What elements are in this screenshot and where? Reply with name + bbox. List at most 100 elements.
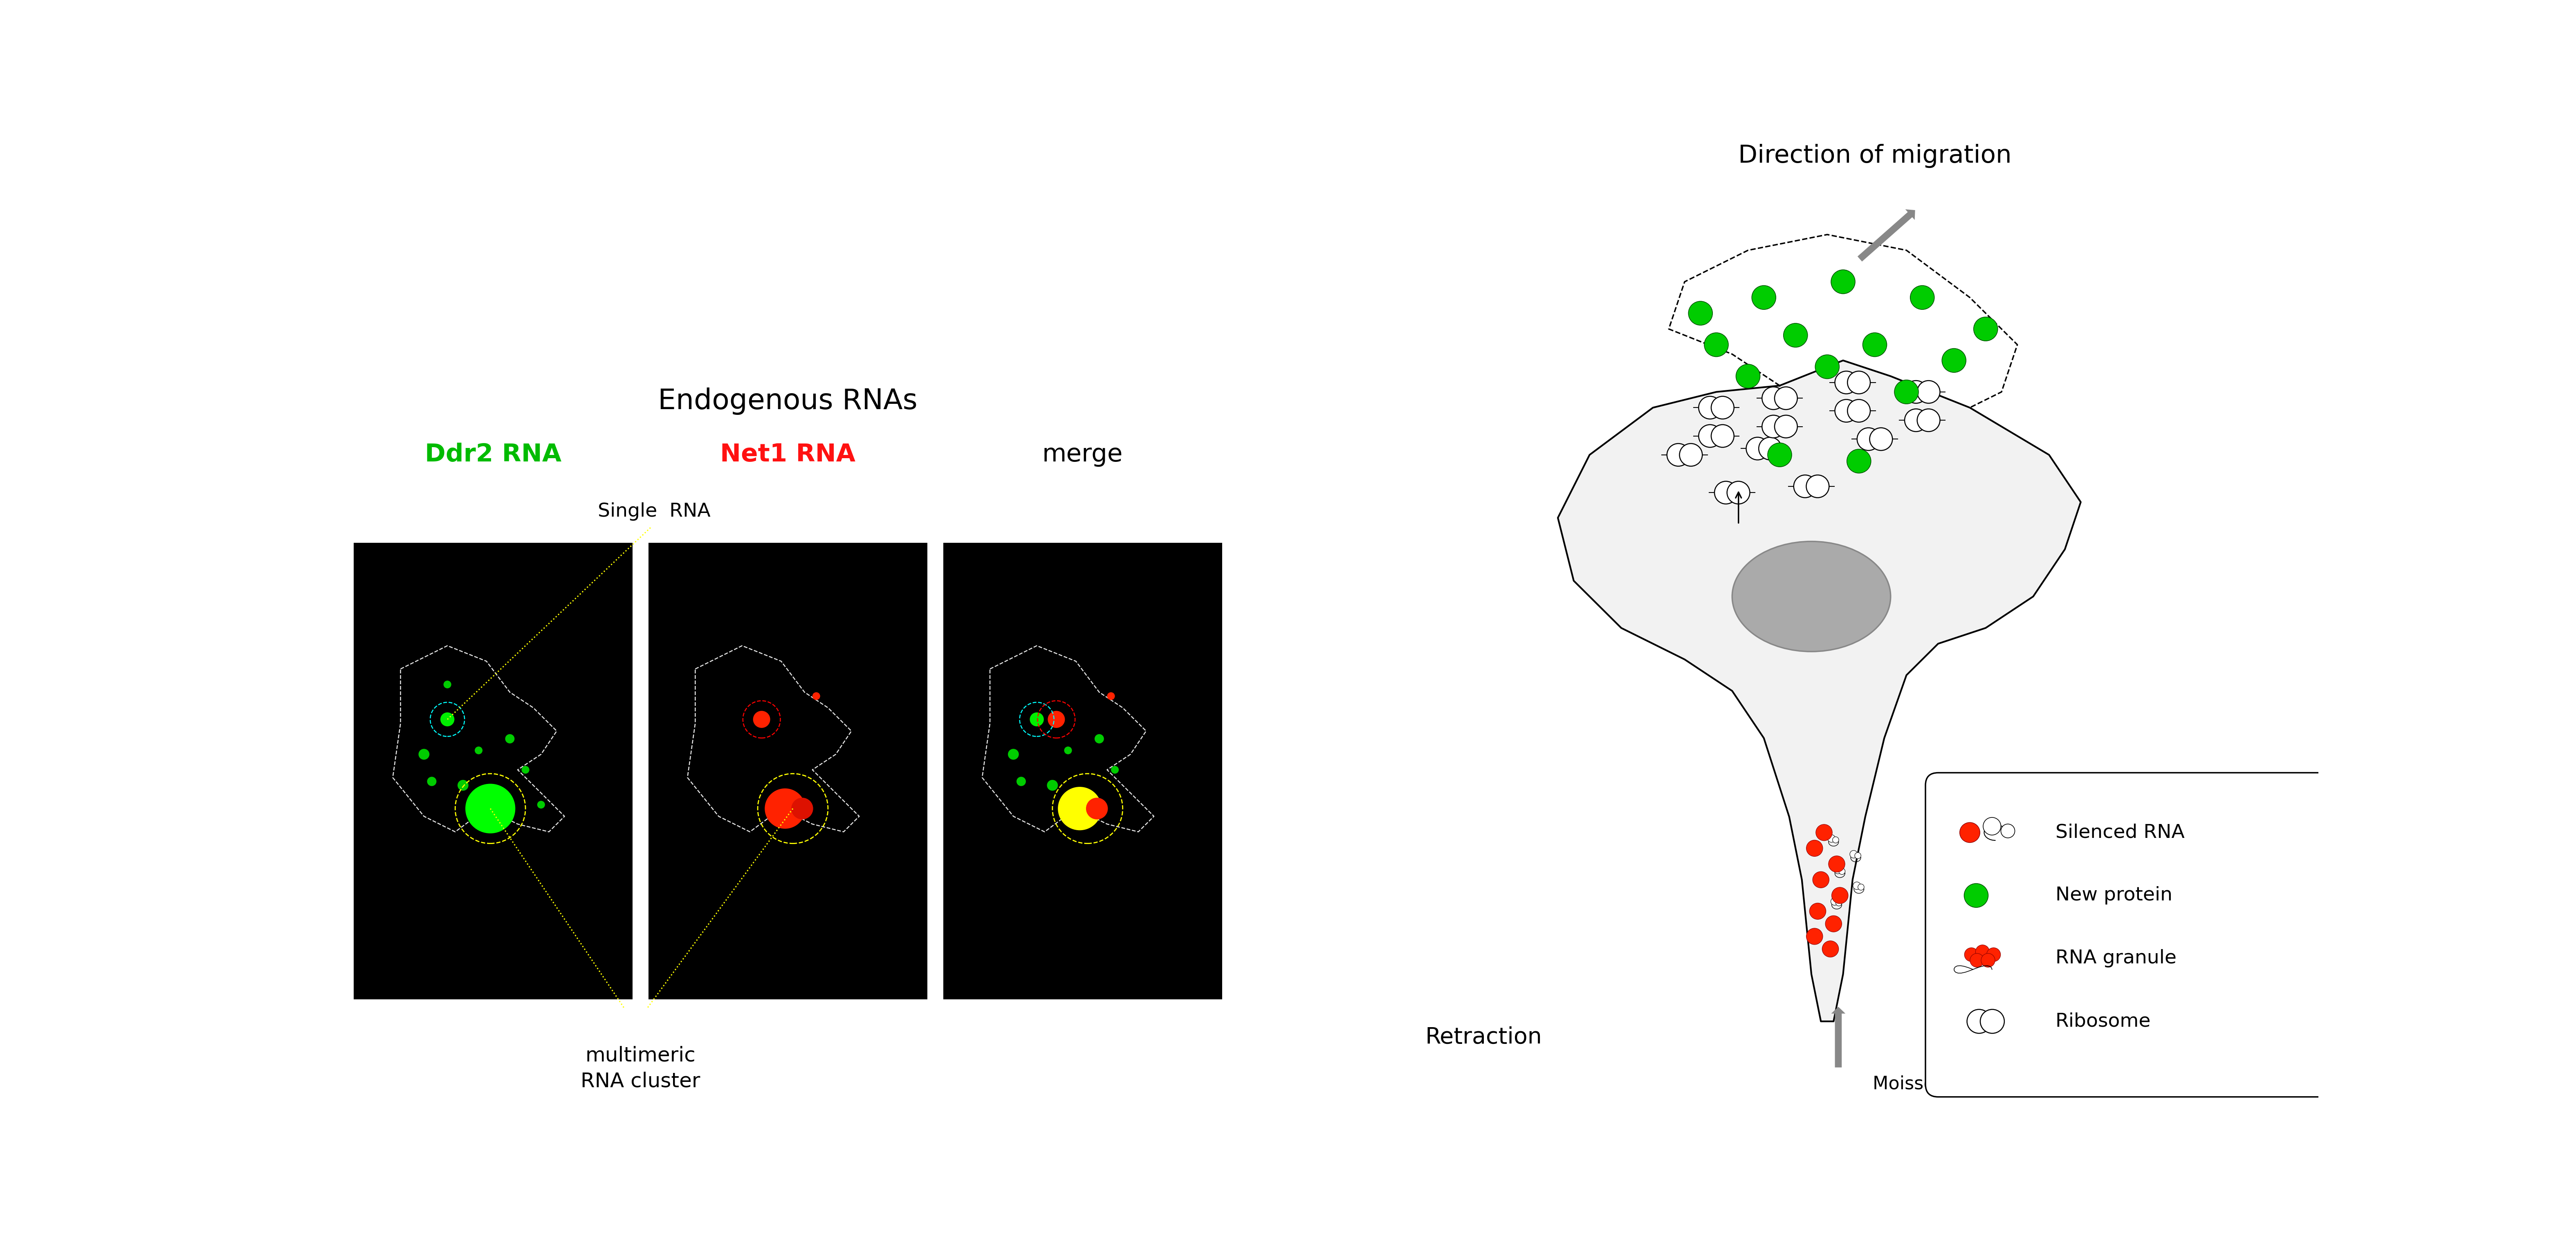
Circle shape xyxy=(1716,481,1736,504)
Circle shape xyxy=(1064,747,1072,754)
Circle shape xyxy=(1917,409,1940,431)
Circle shape xyxy=(417,749,430,760)
Circle shape xyxy=(520,766,531,774)
Circle shape xyxy=(428,776,435,786)
Circle shape xyxy=(1030,712,1043,727)
Circle shape xyxy=(1110,766,1118,774)
Circle shape xyxy=(1832,897,1839,905)
Circle shape xyxy=(1971,953,1984,968)
Circle shape xyxy=(1775,415,1798,438)
Circle shape xyxy=(1826,834,1834,842)
Circle shape xyxy=(1965,948,1978,962)
Text: multimeric
RNA cluster: multimeric RNA cluster xyxy=(580,1046,701,1091)
Circle shape xyxy=(1775,387,1798,409)
Circle shape xyxy=(1855,853,1860,859)
Circle shape xyxy=(1826,916,1842,932)
Ellipse shape xyxy=(1731,541,1891,651)
Circle shape xyxy=(1759,438,1783,460)
Circle shape xyxy=(1986,948,2002,962)
Circle shape xyxy=(1108,692,1115,700)
Circle shape xyxy=(1087,797,1108,819)
Circle shape xyxy=(1767,442,1793,467)
Circle shape xyxy=(505,734,515,743)
Circle shape xyxy=(752,711,770,728)
Circle shape xyxy=(1981,953,1994,968)
Circle shape xyxy=(1816,824,1832,840)
Circle shape xyxy=(1984,817,2002,836)
Circle shape xyxy=(1806,840,1824,857)
Text: Moissoglu et al. (2019) eLife: Moissoglu et al. (2019) eLife xyxy=(1873,1075,2130,1093)
Circle shape xyxy=(1007,749,1020,760)
Circle shape xyxy=(1963,884,1989,907)
Circle shape xyxy=(466,784,515,833)
Circle shape xyxy=(1942,349,1965,372)
FancyBboxPatch shape xyxy=(304,131,2336,1117)
Circle shape xyxy=(1850,850,1857,858)
Circle shape xyxy=(1736,365,1759,388)
Text: Retraction: Retraction xyxy=(1425,1026,1543,1048)
Circle shape xyxy=(1667,444,1690,466)
Circle shape xyxy=(1857,884,1865,890)
Bar xyxy=(943,543,1221,1000)
Circle shape xyxy=(443,681,451,688)
Circle shape xyxy=(1821,941,1839,957)
Circle shape xyxy=(1687,302,1713,325)
Circle shape xyxy=(1095,734,1105,743)
Circle shape xyxy=(1893,379,1919,404)
Circle shape xyxy=(1806,475,1829,498)
Circle shape xyxy=(538,801,546,808)
Circle shape xyxy=(1834,866,1842,874)
Text: Endogenous RNAs: Endogenous RNAs xyxy=(657,388,917,415)
Text: New protein: New protein xyxy=(2056,886,2172,905)
Circle shape xyxy=(1847,449,1870,473)
Circle shape xyxy=(1857,428,1880,450)
Circle shape xyxy=(791,797,814,819)
Circle shape xyxy=(1852,883,1860,890)
Circle shape xyxy=(1680,444,1703,466)
Circle shape xyxy=(1059,787,1103,831)
Text: Silenced RNA: Silenced RNA xyxy=(2056,823,2184,842)
Circle shape xyxy=(474,747,482,754)
Circle shape xyxy=(1783,324,1808,347)
Circle shape xyxy=(1048,711,1064,728)
Circle shape xyxy=(1904,409,1927,431)
Circle shape xyxy=(1698,425,1721,447)
Circle shape xyxy=(1705,332,1728,357)
Text: Direction of migration: Direction of migration xyxy=(1739,143,2012,168)
Circle shape xyxy=(1018,776,1025,786)
Circle shape xyxy=(1762,387,1785,409)
FancyArrowPatch shape xyxy=(1832,1007,1844,1068)
FancyBboxPatch shape xyxy=(1924,772,2347,1096)
Circle shape xyxy=(1832,269,1855,294)
Circle shape xyxy=(1710,425,1734,447)
Circle shape xyxy=(459,780,469,791)
Circle shape xyxy=(811,692,819,700)
Circle shape xyxy=(2002,824,2014,838)
Text: Net1 RNA: Net1 RNA xyxy=(721,442,855,467)
Circle shape xyxy=(1917,381,1940,403)
Circle shape xyxy=(1829,855,1844,873)
Circle shape xyxy=(765,789,806,828)
Circle shape xyxy=(1832,887,1847,904)
Circle shape xyxy=(1973,316,1999,341)
Bar xyxy=(649,543,927,1000)
Bar xyxy=(353,543,634,1000)
Circle shape xyxy=(1834,399,1857,423)
Text: Ddr2 RNA: Ddr2 RNA xyxy=(425,442,562,467)
Circle shape xyxy=(1832,837,1839,843)
Circle shape xyxy=(1847,371,1870,394)
Circle shape xyxy=(1960,822,1981,843)
Circle shape xyxy=(1762,415,1785,438)
Circle shape xyxy=(1911,286,1935,309)
Circle shape xyxy=(1981,1010,2004,1033)
Polygon shape xyxy=(1558,361,2081,1021)
Circle shape xyxy=(1710,397,1734,419)
Circle shape xyxy=(1816,355,1839,378)
Text: Single  RNA: Single RNA xyxy=(598,502,711,520)
Text: merge: merge xyxy=(1043,442,1123,467)
Circle shape xyxy=(1862,332,1886,357)
Circle shape xyxy=(1870,428,1893,450)
Circle shape xyxy=(1834,371,1857,394)
Circle shape xyxy=(1839,868,1844,875)
Circle shape xyxy=(1698,397,1721,419)
